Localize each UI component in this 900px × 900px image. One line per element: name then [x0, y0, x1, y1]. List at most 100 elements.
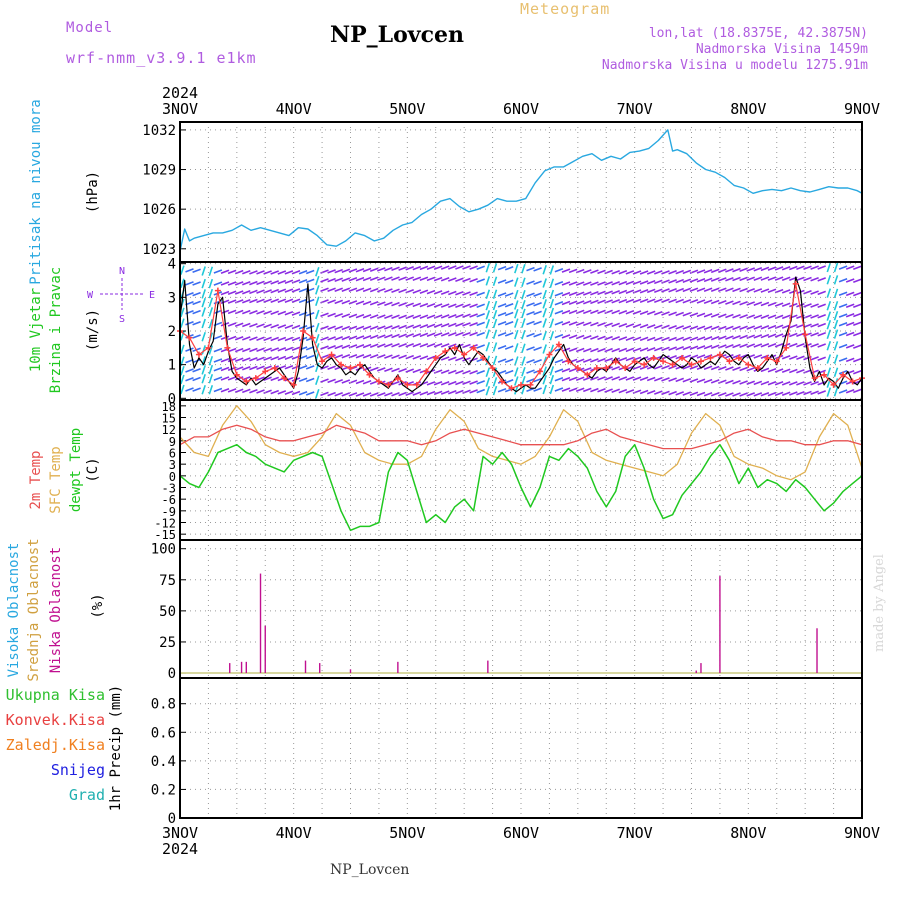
wind-barb: [369, 325, 379, 330]
wind-barb: [590, 335, 599, 340]
wind-barb: [796, 265, 805, 271]
year-label-bottom: 2024: [162, 840, 198, 858]
wind-barb: [334, 378, 343, 384]
wind-barb: [469, 321, 478, 327]
wind-barb: [661, 288, 670, 293]
wind-barb: [654, 376, 663, 382]
wind-barb: [661, 377, 670, 382]
wind-barb: [334, 344, 343, 350]
wind-barb: [575, 321, 585, 326]
wind-barb: [781, 302, 791, 308]
wind-barb: [718, 325, 727, 331]
wind-barb: [362, 300, 372, 306]
wind-barb: [838, 331, 848, 337]
wind-barb: [703, 299, 713, 305]
wind-barb: [277, 279, 287, 285]
wind-barb: [263, 270, 272, 275]
wind-barb: [492, 377, 498, 387]
wind-barb: [405, 368, 414, 373]
wind-barb: [845, 357, 855, 363]
wind-barb: [718, 287, 727, 292]
wind-barb: [277, 324, 287, 329]
wind-barb: [760, 301, 770, 307]
wind-barb: [492, 300, 498, 311]
wind-axis-title-1: 10m Vjetar: [28, 288, 44, 372]
wind-barb: [803, 390, 812, 396]
wind-barb: [767, 342, 777, 348]
wind-barb: [561, 309, 571, 315]
wind-barb: [234, 269, 244, 275]
wind-barb: [419, 289, 429, 295]
wind-barb: [732, 325, 741, 331]
wind-barb: [568, 291, 578, 297]
wind-barb: [433, 276, 443, 282]
wind-barb: [440, 303, 450, 308]
wind-barb: [315, 285, 320, 295]
wind-barb: [180, 278, 185, 288]
wind-barb: [270, 270, 279, 275]
wind-barb: [448, 277, 457, 282]
wind-barb: [398, 324, 407, 330]
wind-barb: [590, 358, 599, 363]
wind-barb: [242, 388, 251, 394]
wind-barb: [542, 330, 547, 341]
wind-barb: [597, 388, 606, 393]
wind-barb: [208, 355, 214, 366]
wind-barb: [384, 343, 393, 348]
wind-barb: [845, 344, 855, 349]
wind-barb: [377, 367, 386, 372]
wind-barb: [348, 287, 358, 292]
wind-barb: [696, 378, 706, 384]
wind-barb: [305, 325, 315, 330]
wind-barb: [327, 365, 336, 370]
wind-barb: [767, 367, 777, 373]
wind-barb: [604, 376, 613, 381]
wind-barb: [362, 325, 372, 331]
wind-barb: [440, 369, 450, 375]
wind-barb: [668, 390, 677, 396]
wind-barb: [242, 365, 251, 371]
wind-barb: [355, 343, 365, 349]
wind-barb: [320, 345, 329, 350]
wind-barb: [521, 367, 526, 377]
wind-barb: [767, 391, 777, 397]
wind-barb: [810, 314, 819, 319]
wind-barb: [455, 369, 464, 375]
wind-barb: [334, 313, 343, 318]
wind-barb: [732, 379, 741, 385]
wind-barb: [242, 322, 251, 328]
wind-barb: [696, 269, 706, 274]
wind-barb: [533, 377, 542, 383]
wind-barb: [405, 354, 414, 360]
wind-barb: [542, 264, 547, 275]
wind-barb: [817, 356, 826, 361]
x-tick-label: 7NOV: [617, 100, 653, 118]
x-tick-label: 5NOV: [389, 824, 425, 842]
wind-barb: [249, 356, 258, 362]
temp-axis-title-3: dewpt Temp: [68, 428, 84, 512]
wind-barb: [249, 270, 258, 275]
wind-barb: [440, 265, 450, 270]
wind-barb: [462, 277, 471, 283]
wind-barb: [668, 355, 677, 360]
wind-barb: [369, 366, 379, 372]
wind-barb: [419, 276, 429, 282]
wind-barb: [521, 264, 526, 274]
wind-barb: [625, 336, 635, 341]
wind-barb: [234, 376, 244, 381]
temp-tick-label: 9: [169, 435, 176, 449]
wind-barb: [448, 390, 457, 395]
wind-barb: [789, 391, 798, 396]
wind-barb: [315, 375, 320, 386]
wind-barb: [611, 269, 620, 275]
wind-barb: [227, 322, 237, 327]
wind-barb: [611, 388, 620, 394]
wind-barb: [227, 281, 237, 286]
wind-barb: [533, 292, 542, 297]
wind-barb: [554, 268, 564, 273]
model-label: Model: [66, 20, 114, 36]
wind-barb: [263, 280, 272, 285]
wind-barb: [448, 303, 457, 308]
wind-barb: [526, 266, 535, 272]
wind-barb: [646, 336, 656, 342]
